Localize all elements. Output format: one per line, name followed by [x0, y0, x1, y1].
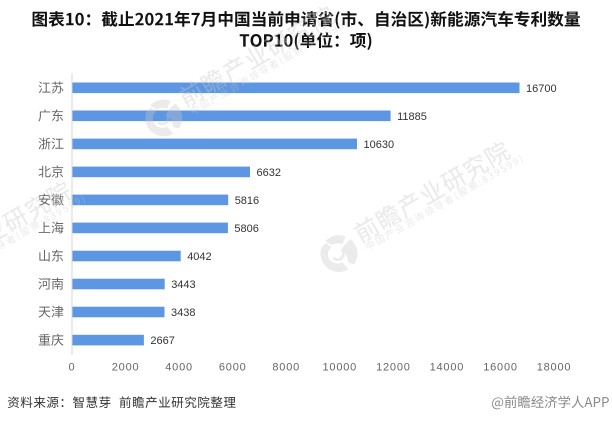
- svg-text:4042: 4042: [187, 251, 211, 263]
- svg-text:5816: 5816: [235, 195, 259, 207]
- svg-text:16700: 16700: [526, 83, 557, 95]
- svg-text:18000: 18000: [537, 362, 572, 374]
- svg-text:16000: 16000: [483, 362, 518, 374]
- svg-text:14000: 14000: [430, 362, 465, 374]
- svg-text:8000: 8000: [272, 362, 300, 374]
- svg-text:2667: 2667: [150, 335, 174, 347]
- svg-text:11885: 11885: [397, 111, 427, 123]
- svg-text:10000: 10000: [323, 362, 358, 374]
- svg-text:3438: 3438: [171, 307, 195, 319]
- svg-text:10630: 10630: [364, 139, 395, 151]
- svg-text:2000: 2000: [112, 362, 140, 374]
- svg-text:6000: 6000: [219, 362, 247, 374]
- svg-text:0: 0: [69, 362, 76, 374]
- svg-text:3443: 3443: [171, 279, 195, 291]
- svg-text:4000: 4000: [165, 362, 193, 374]
- svg-text:6632: 6632: [257, 167, 281, 179]
- svg-text:5806: 5806: [234, 223, 258, 235]
- svg-text:12000: 12000: [376, 362, 411, 374]
